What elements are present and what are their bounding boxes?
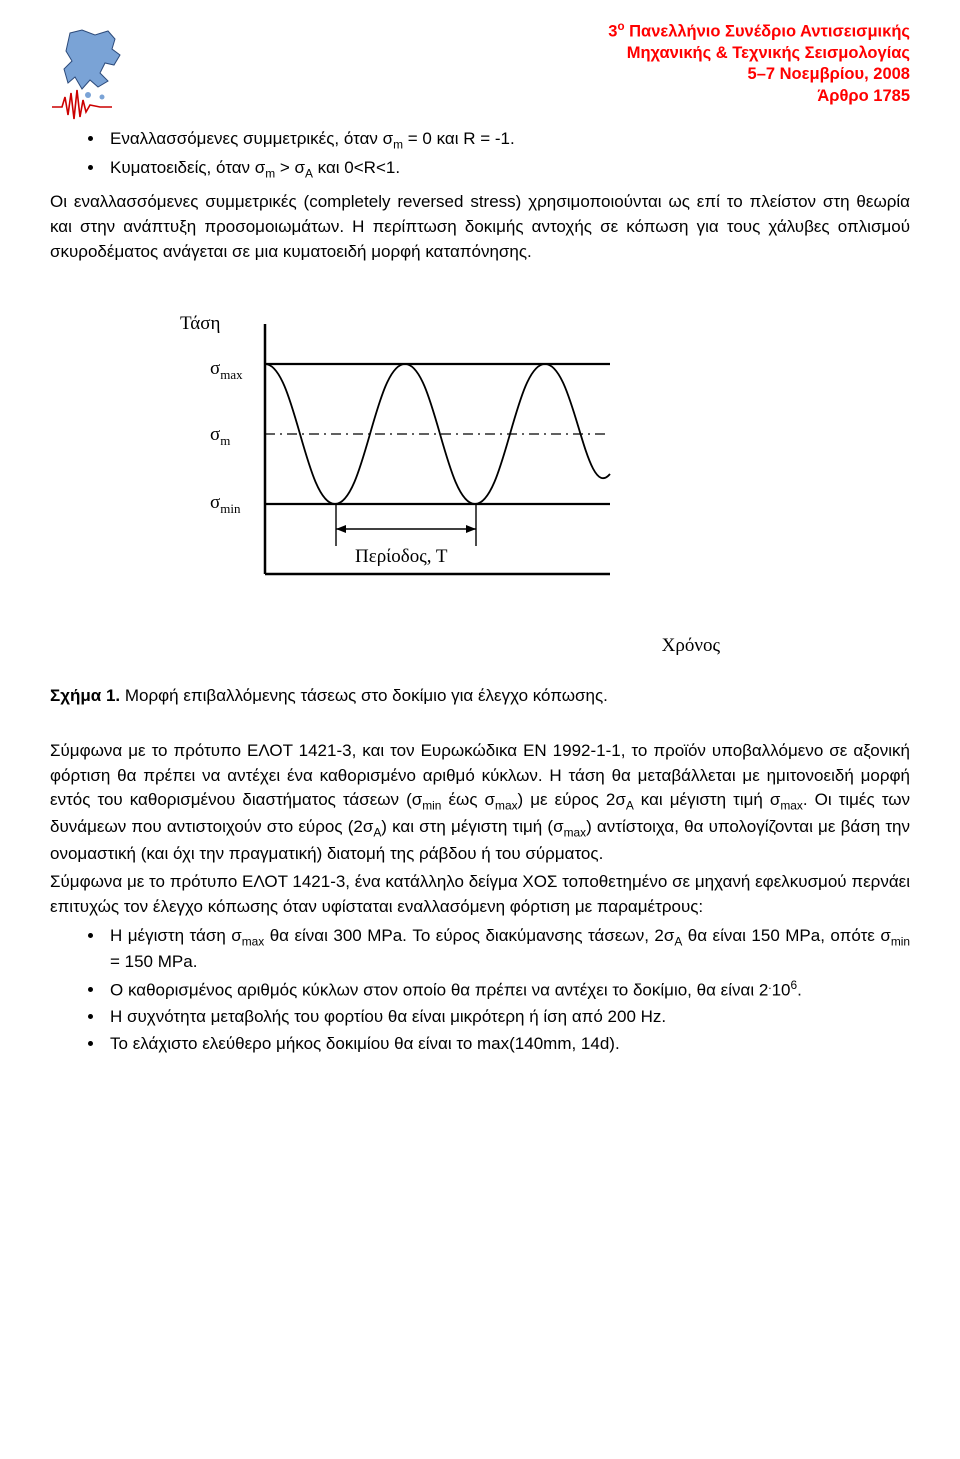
- figure-wrap: Τάση σmax σm σmin Περίοδος, Τ Χρόνος: [170, 304, 910, 659]
- header: 3ο Πανελλήνιο Συνέδριο Αντισεισμικής Μηχ…: [50, 20, 910, 125]
- period-label: Περίοδος, Τ: [355, 546, 448, 567]
- param-bullet-2: Ο καθορισμένος αριθμός κύκλων στον οποίο…: [105, 977, 910, 1003]
- figure-caption: Σχήμα 1. Μορφή επιβαλλόμενης τάσεως στο …: [50, 684, 910, 709]
- hdr-sup: ο: [617, 21, 624, 33]
- svg-text:σmin: σmin: [210, 492, 241, 516]
- param-bullet-1: Η μέγιστη τάση σmax θα είναι 300 MPa. Το…: [105, 924, 910, 975]
- top-bullets: Εναλλασσόμενες συμμετρικές, όταν σm = 0 …: [50, 127, 910, 182]
- x-axis-label: Χρόνος: [170, 632, 720, 660]
- bullet-2: Κυματοειδείς, όταν σm > σA και 0<R<1.: [105, 156, 910, 183]
- param-bullet-4: Το ελάχιστο ελεύθερο μήκος δοκιμίου θα ε…: [105, 1032, 910, 1057]
- logo: [50, 25, 140, 125]
- hdr-line1b: Πανελλήνιο Συνέδριο Αντισεισμικής: [625, 23, 910, 41]
- param-bullet-3: Η συχνότητα μεταβολής του φορτίου θα είν…: [105, 1005, 910, 1030]
- svg-text:σm: σm: [210, 424, 230, 448]
- stress-wave-figure: Τάση σmax σm σmin Περίοδος, Τ: [170, 304, 640, 614]
- header-text: 3ο Πανελλήνιο Συνέδριο Αντισεισμικής Μηχ…: [608, 20, 910, 107]
- para-3: Σύμφωνα με το πρότυπο ΕΛΟΤ 1421-3, ένα κ…: [50, 870, 910, 919]
- para-1: Οι εναλλασσόμενες συμμετρικές (completel…: [50, 190, 910, 264]
- hdr-line3: 5–7 Νοεμβρίου, 2008: [608, 64, 910, 85]
- para-2: Σύμφωνα με το πρότυπο ΕΛΟΤ 1421-3, και τ…: [50, 739, 910, 866]
- bullet-1: Εναλλασσόμενες συμμετρικές, όταν σm = 0 …: [105, 127, 910, 154]
- params-bullets: Η μέγιστη τάση σmax θα είναι 300 MPa. Το…: [50, 924, 910, 1057]
- svg-text:σmax: σmax: [210, 358, 243, 382]
- page: 3ο Πανελλήνιο Συνέδριο Αντισεισμικής Μηχ…: [0, 0, 960, 1104]
- y-axis-label: Τάση: [180, 313, 220, 334]
- hdr-line2: Μηχανικής & Τεχνικής Σεισμολογίας: [608, 43, 910, 64]
- body: Εναλλασσόμενες συμμετρικές, όταν σm = 0 …: [50, 127, 910, 1056]
- hdr-line4: Άρθρο 1785: [608, 86, 910, 107]
